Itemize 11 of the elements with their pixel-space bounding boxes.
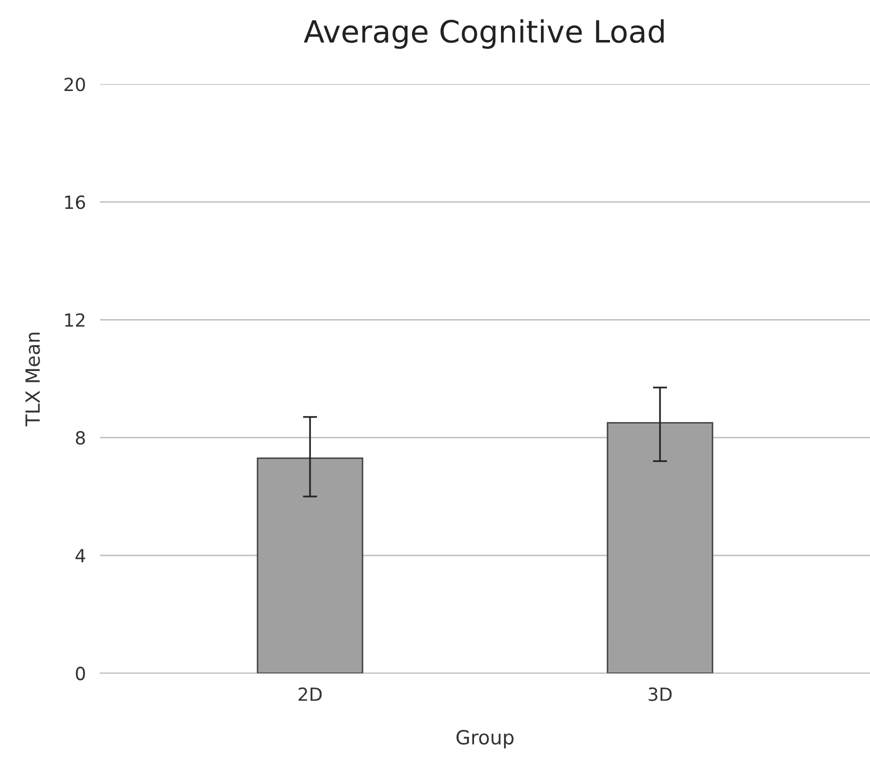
y-tick-label: 4 [76,549,86,562]
x-tick-label: 2D [298,687,322,701]
y-tick-label: 20 [64,78,85,92]
x-axis-title: Group [456,730,514,748]
y-tick-label: 16 [65,195,86,210]
y-tick-label: 12 [65,313,84,327]
chart-title: Average Cognitive Load [304,19,664,49]
x-tick-label: 3D [648,687,672,702]
y-axis-title: TLX Mean [26,332,40,426]
y-tick-label: 8 [76,431,85,445]
y-tick-label: 0 [76,666,85,680]
